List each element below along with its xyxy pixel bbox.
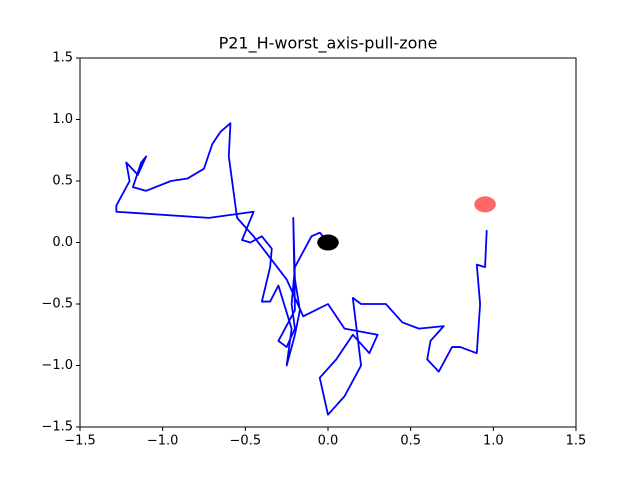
- plot-area: [115, 122, 496, 416]
- y-tick-label: 1.5: [52, 51, 73, 66]
- y-tick-label: 1.0: [52, 112, 73, 127]
- x-tick-label: −1.0: [147, 434, 179, 449]
- y-tick-label: 0.0: [52, 235, 73, 250]
- x-tick-label: −0.5: [230, 434, 262, 449]
- target-marker: [317, 234, 339, 251]
- y-tick-label: −1.0: [41, 358, 73, 373]
- target-marker: [474, 196, 496, 213]
- y-tick-label: −0.5: [41, 297, 73, 312]
- x-tick-label: 0.5: [400, 434, 421, 449]
- x-tick-label: 1.0: [483, 434, 504, 449]
- y-tick-label: −1.5: [41, 420, 73, 435]
- x-tick-label: 1.5: [566, 434, 587, 449]
- y-tick-label: 0.5: [52, 174, 73, 189]
- chart-title: P21_H-worst_axis-pull-zone: [219, 34, 438, 54]
- x-tick-label: 0.0: [318, 434, 339, 449]
- trajectory-line: [115, 122, 488, 416]
- x-tick-label: −1.5: [64, 434, 96, 449]
